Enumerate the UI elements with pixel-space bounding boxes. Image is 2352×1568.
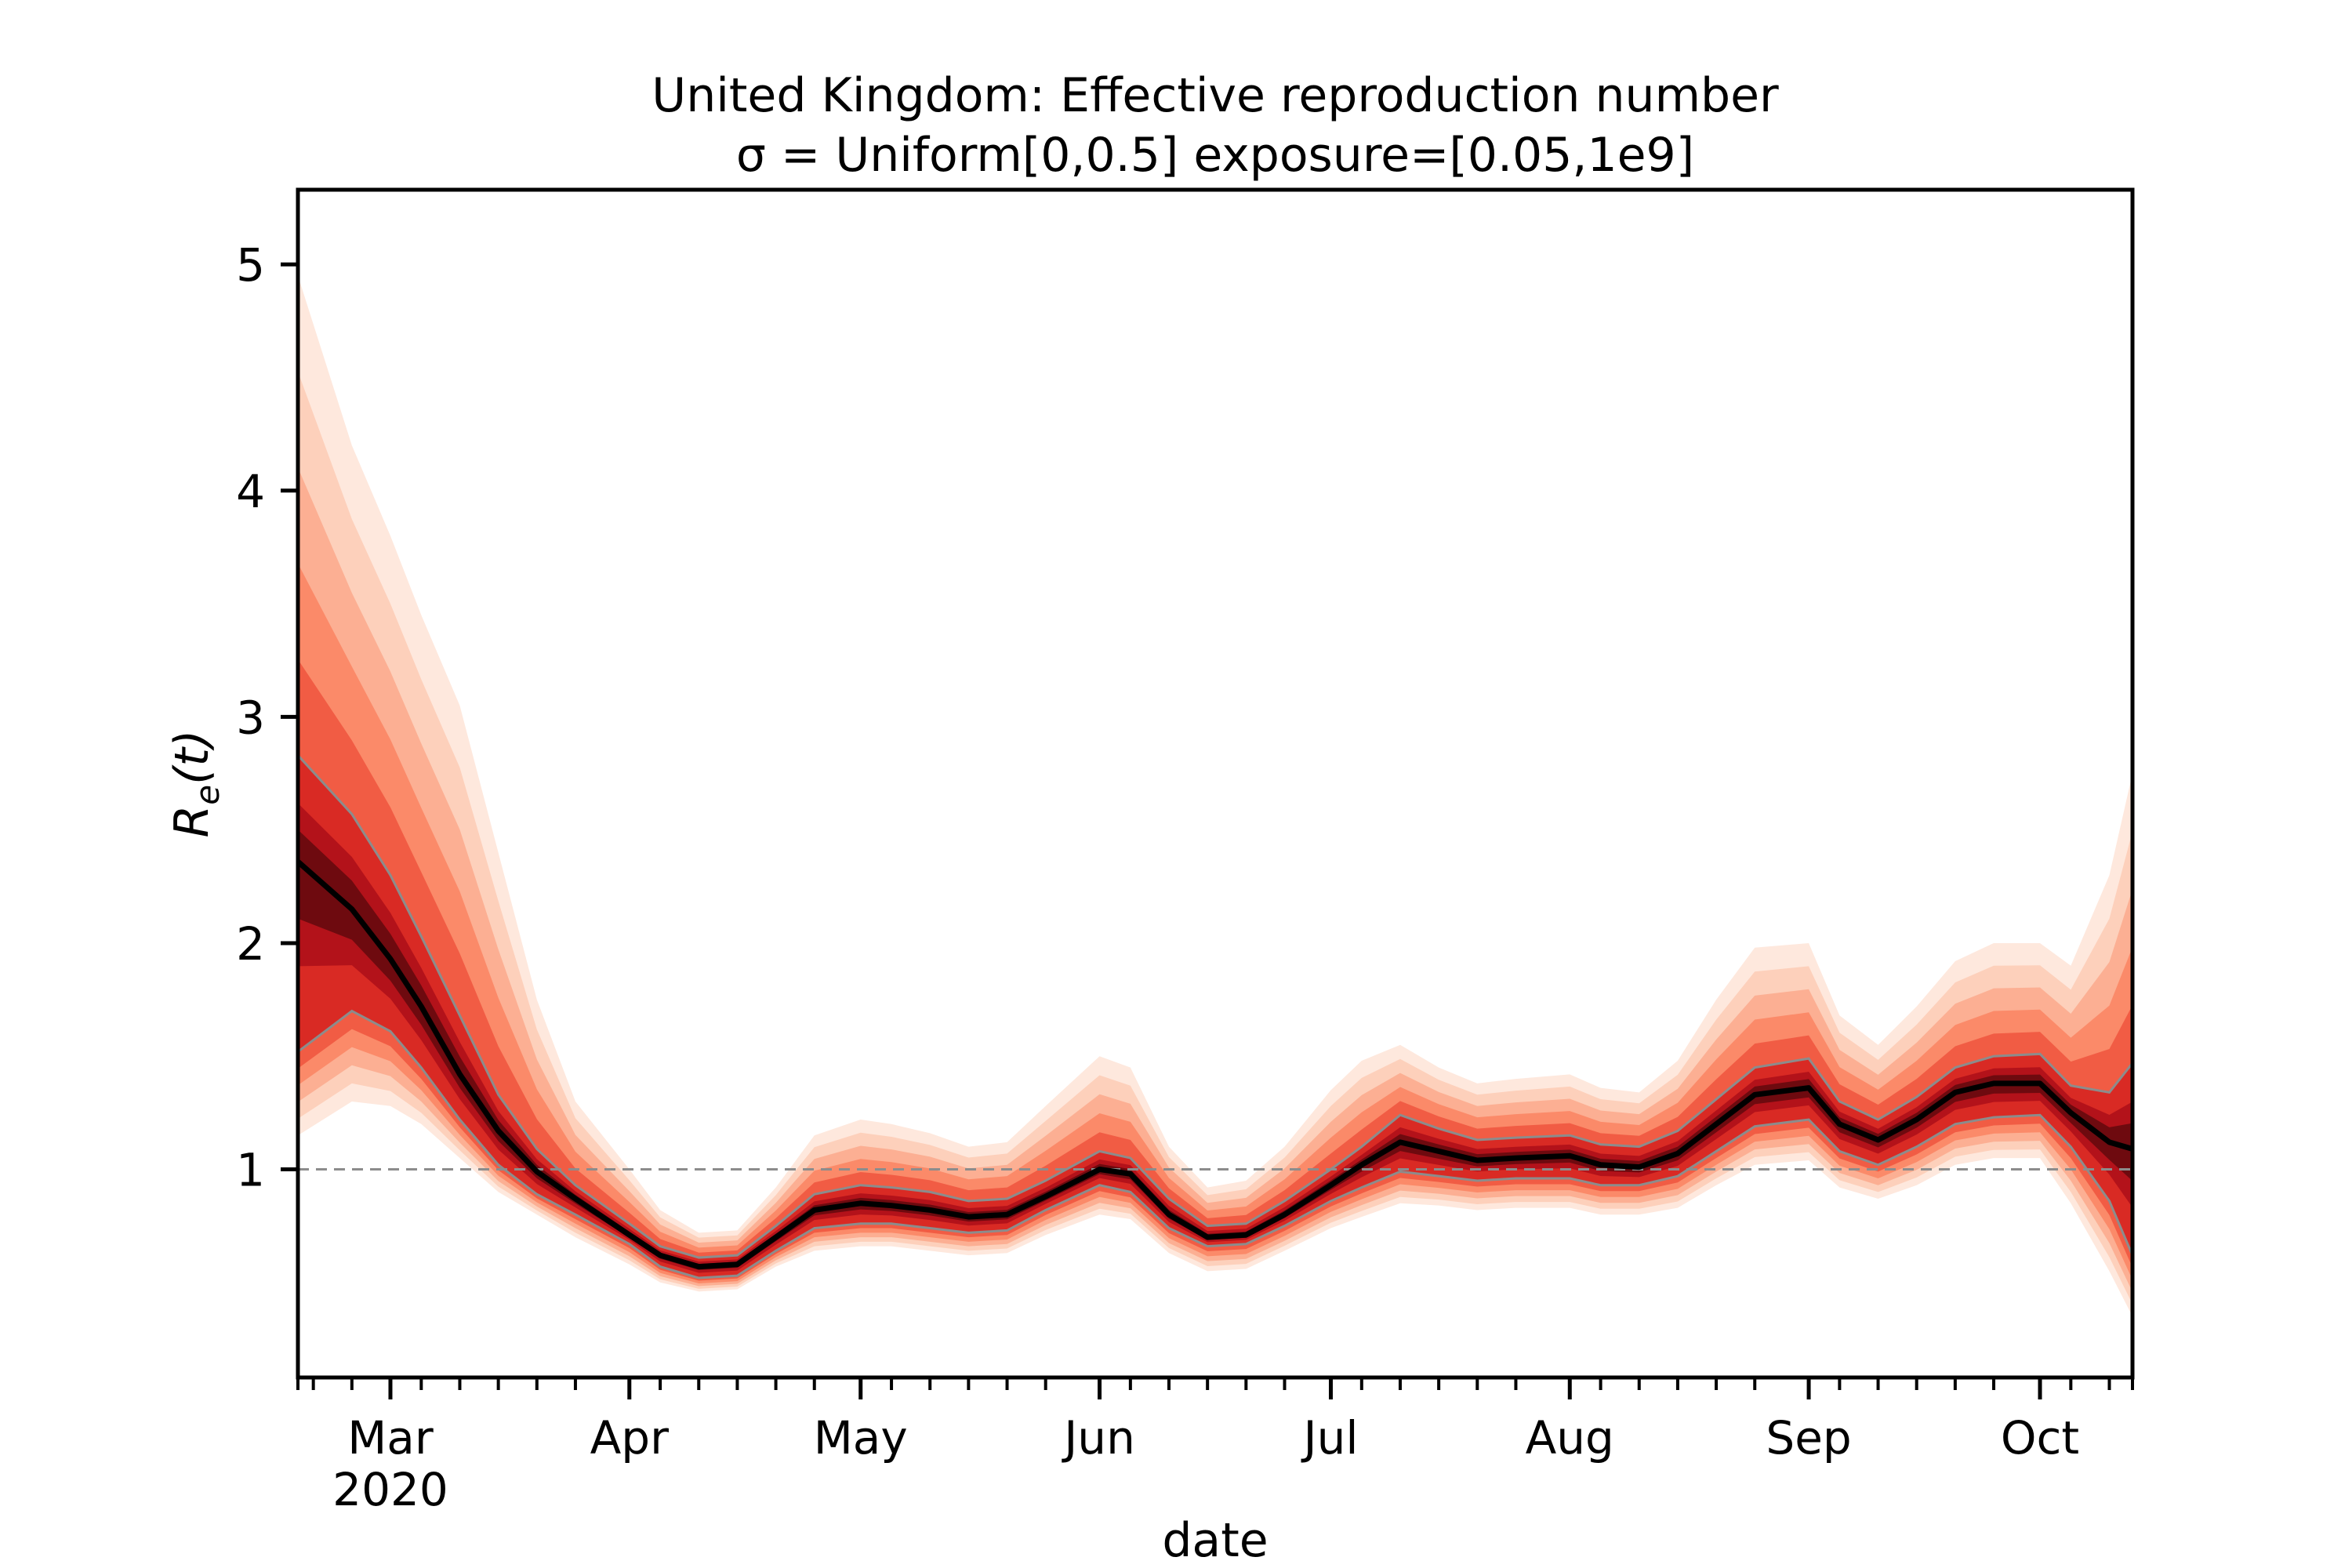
chart-title: United Kingdom: Effective reproduction n… (652, 68, 1779, 123)
x-tick-label: Jun (1062, 1411, 1135, 1465)
y-tick-label: 2 (236, 917, 265, 971)
x-tick-label: Apr (590, 1411, 669, 1465)
x-tick-label: May (814, 1411, 908, 1465)
x-axis-label: date (1162, 1513, 1268, 1568)
plot-area (296, 187, 2135, 1380)
y-axis-label: Re(t) (165, 730, 227, 838)
y-tick-label: 4 (236, 465, 265, 518)
uncertainty-band-5 (298, 659, 2132, 1281)
chart-subtitle: σ = Uniform[0,0.5] exposure=[0.05,1e9] (736, 128, 1694, 183)
x-tick-label: Oct (2001, 1411, 2079, 1465)
x-tick-label: Jul (1301, 1411, 1358, 1465)
quantile-upper-line (296, 754, 2134, 1259)
x-tick-label: Mar (347, 1411, 434, 1465)
x-tick-label: Sep (1766, 1411, 1851, 1465)
x-tick-sublabel: 2020 (332, 1463, 448, 1516)
y-tick-label: 3 (236, 691, 265, 744)
y-tick-label: 5 (236, 238, 265, 292)
uncertainty-bands (298, 275, 2132, 1317)
median-line (296, 859, 2133, 1270)
x-tick-label: Aug (1526, 1411, 1614, 1465)
quantile-lower-line (297, 1009, 2134, 1279)
plot-frame (296, 187, 2135, 1380)
core-band-2 (298, 829, 2132, 1270)
y-axis: 1 2 3 4 5 (236, 238, 298, 1197)
y-tick-label: 1 (236, 1144, 265, 1197)
